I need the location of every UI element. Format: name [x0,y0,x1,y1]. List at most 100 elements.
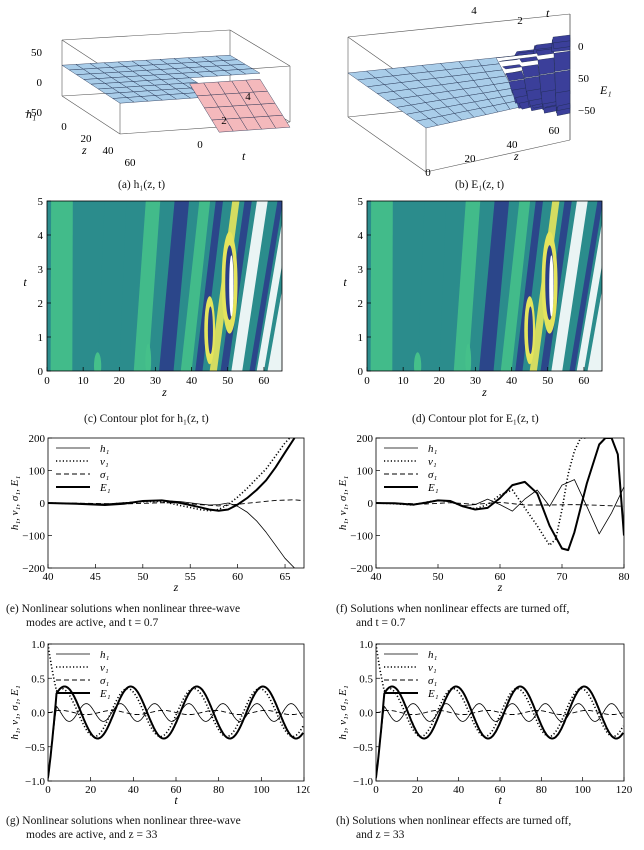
contour-blob [207,306,213,354]
y-tick-label: 2 [38,298,44,310]
series-line-4 [48,438,296,512]
y-tick-label: 1.0 [31,639,45,651]
tick-label-h: 0 [37,77,43,89]
y-axis-label: h₁, v₁, σ₁, E₁ [337,476,349,530]
x-tick-label: 55 [185,571,197,583]
y-tick-label: 5 [358,196,364,208]
series-line-2 [376,438,587,547]
x-tick-label: 65 [280,571,292,583]
contour-band [231,201,268,371]
y-tick-label: 100 [357,466,374,478]
contour-blob [229,255,234,317]
contour-band [370,201,393,371]
contour-band [515,201,543,371]
y-tick-label: −100 [22,531,45,543]
series-line-2 [376,644,624,738]
contour-band [551,201,588,371]
surface-facet [237,68,261,75]
y-tick-label: 0.0 [359,708,373,720]
contour-band [249,201,282,371]
y-tick-label: −200 [350,563,373,575]
x-tick-label: 120 [296,784,310,796]
axis-label-t: t [242,149,246,163]
legend-label-2: v₁ [100,456,109,468]
y-tick-label: 1 [358,332,364,344]
y-tick-label: 1 [38,332,44,344]
contour-band [180,201,211,371]
y-axis-label: h₁, v₁, σ₁, E₁ [337,685,349,739]
tick-label-h: 50 [31,47,43,59]
y-tick-label: 3 [358,264,364,276]
contour-band [133,201,161,371]
surface-facet [268,114,291,129]
contour-blob [414,352,422,371]
line-plot-h: 0 20 40 60 80 100 120 −1.0 −0.5 0.0 0.5 1.0 t h₁, v₁,… [337,639,633,807]
legend-label-3: σ₁ [100,675,109,687]
tick-label-t: 2 [221,115,227,127]
x-tick-label: 40 [371,571,383,583]
x-tick-label: 80 [619,571,631,583]
surface-facet [537,57,556,75]
x-axis-label: z [161,385,167,399]
legend-label-3: σ₁ [428,675,437,687]
legend-label-4: E₁ [99,688,111,700]
surface-facet [499,58,520,62]
tick-label-t: 0 [197,139,203,151]
caption-h: (h) Solutions when nonlinear effects are… [336,815,572,841]
axis-label-z: z [81,143,87,157]
x-tick-label: 10 [398,375,410,387]
contour-bands [50,201,282,371]
box-edge [61,95,121,135]
surface-facet [519,56,539,63]
y-axis-label: t [23,275,27,289]
x-tick-label: 60 [232,571,244,583]
y-tick-label: 1.0 [359,639,373,651]
line-plot-f: 40 50 60 70 80 −200 −100 0 100 200 z h₁, v₁, σ₁, E₁… [337,433,631,594]
plot-frame [366,200,603,372]
box-edge [347,116,427,173]
contour-bands [370,201,602,371]
x-axis-label: z [173,580,179,594]
tick-label-z: 60 [125,157,137,169]
y-tick-label: 0 [40,498,46,510]
tick-label-t: 4 [471,5,477,17]
tick-label-t: 2 [517,15,523,27]
surface-facet [552,40,571,50]
y-tick-label: 200 [29,433,46,445]
x-tick-label: 60 [495,571,507,583]
legend-label-2: v₁ [428,662,437,674]
x-tick-label: 30 [470,375,482,387]
caption-d: (d) Contour plot for E₁(z, t) [412,413,539,425]
x-tick-label: 60 [171,784,183,796]
series-line-1 [376,703,624,781]
x-tick-label: 20 [114,375,126,387]
caption-c: (c) Contour plot for h₁(z, t) [84,413,209,425]
legend-label-4: E₁ [427,688,439,700]
contour-plot-e1: 0 10 20 30 40 50 60 0 1 2 3 4 5 z t [343,196,603,399]
contour-band [576,222,602,371]
x-tick-label: 20 [412,784,424,796]
series-group [376,644,624,781]
legend-label-4: E₁ [427,482,439,494]
contour-band [500,201,531,371]
tick-label-h: −50 [25,107,43,119]
series-line-3 [376,709,624,716]
x-tick-label: 50 [222,375,234,387]
x-tick-label: 30 [150,375,162,387]
x-tick-label: 10 [78,375,90,387]
surface-facet [521,64,540,79]
y-tick-label: 2 [358,298,364,310]
caption-g: (g) Nonlinear solutions when nonlinear t… [6,815,241,841]
x-axis-label: z [497,580,503,594]
plot-frame [375,437,625,569]
box-edge [347,13,571,38]
contour-band [50,201,73,371]
series-line-2 [48,644,304,738]
series-line-3 [48,709,304,716]
axis-label-h: h₁ [26,107,36,121]
contour-blob [145,343,152,371]
contour-band [417,201,447,371]
series-group [48,644,304,781]
y-tick-label: −200 [22,563,45,575]
line-plot-g: 0 20 40 60 80 100 120 −1.0 −0.5 0.0 0.5 1.0 t h₁, v₁,… [9,639,310,807]
